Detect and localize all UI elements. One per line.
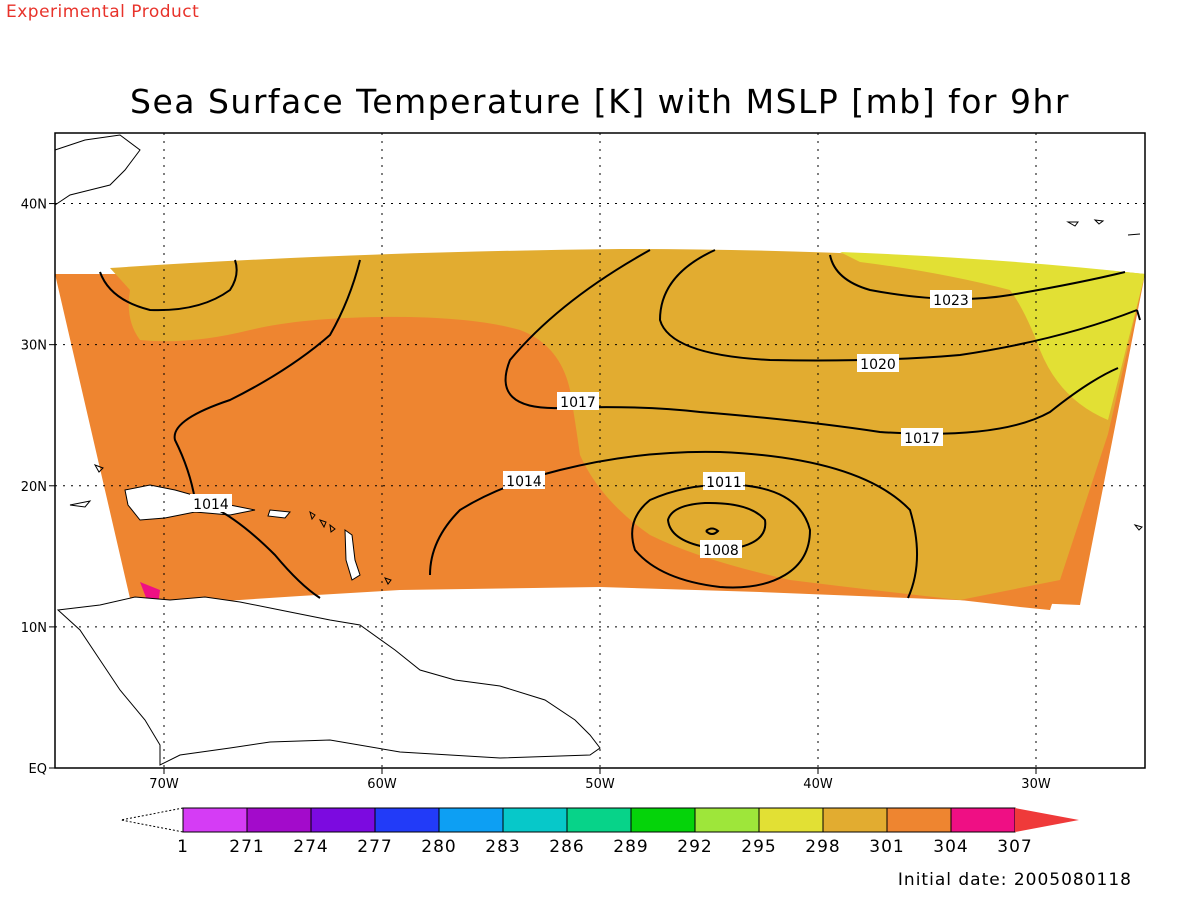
contour-1026: [99, 259, 238, 312]
colorbar-label: 280: [421, 837, 456, 857]
contour-label-1014-west: 1014: [193, 497, 229, 513]
contour-label-1014-central: 1014: [506, 474, 542, 490]
contour-labels: 1023 1020 1017 1017 1014 1014 1011 1008: [190, 290, 972, 559]
colorbar-over-arrow: [1015, 808, 1079, 832]
colorbar-swatch: [246, 807, 312, 833]
colorbar-label: 298: [805, 837, 840, 857]
experimental-product-banner: Experimental Product: [6, 2, 200, 22]
lat-tick-label: 30N: [21, 339, 47, 354]
contour-label-1008: 1008: [703, 543, 739, 559]
colorbar-label: 1: [177, 837, 189, 857]
lon-tick-label: 60W: [367, 777, 397, 792]
coast-south-america: [56, 596, 601, 766]
colorbar-swatch: [822, 807, 888, 833]
lon-tick-label: 40W: [803, 777, 833, 792]
contour-1020: [658, 249, 1138, 362]
colorbar-swatch: [758, 807, 824, 833]
lat-tick-label: 20N: [21, 480, 47, 495]
colorbar-label: 277: [357, 837, 392, 857]
coast-lesser-antilles: [344, 529, 361, 581]
colorbar-label: 271: [229, 837, 264, 857]
colorbar-label: 283: [485, 837, 520, 857]
lat-tick-label: EQ: [29, 762, 47, 777]
lon-tick-label: 50W: [585, 777, 615, 792]
contour-label-1017-west: 1017: [560, 395, 596, 411]
contour-label-1011: 1011: [706, 475, 742, 491]
colorbar-swatch: [950, 807, 1016, 833]
colorbar-label: 289: [613, 837, 648, 857]
colorbar-under-arrow: [120, 807, 184, 833]
colorbar-label: 286: [549, 837, 584, 857]
colorbar-label: 307: [997, 837, 1032, 857]
colorbar-swatch: [694, 807, 760, 833]
map-axes: 70W 60W 50W 40W 30W EQ 10N 20N 30N 40N: [21, 198, 1051, 792]
colorbar-label: 301: [869, 837, 904, 857]
small-islands: [69, 219, 1143, 585]
sst-region-304-east: [960, 580, 1060, 610]
graticule: [55, 133, 1145, 768]
contour-1017-west: [504, 249, 1119, 435]
colorbar-label: 292: [677, 837, 712, 857]
contour-label-1017-east: 1017: [904, 431, 940, 447]
lat-tick-label: 40N: [21, 198, 47, 213]
map-title: Sea Surface Temperature [K] with MSLP [m…: [130, 82, 1070, 121]
colorbar-swatch: [438, 807, 504, 833]
coast-north-america: [54, 134, 141, 206]
contour-1005: [705, 527, 720, 535]
mslp-contours: [99, 249, 1141, 599]
lon-tick-label: 70W: [149, 777, 179, 792]
colorbar-label: 274: [293, 837, 328, 857]
colorbar-swatch: [566, 807, 632, 833]
lon-tick-label: 30W: [1021, 777, 1051, 792]
sst-region-298: [840, 252, 1145, 420]
colorbar-label: 304: [933, 837, 968, 857]
colorbar-swatch: [630, 807, 696, 833]
colorbar: 1 271 274 277 280 283 286 289 292 295 298 301 304 307: [120, 807, 1079, 857]
contour-label-1020: 1020: [860, 357, 896, 373]
contour-1014-west: [173, 259, 361, 599]
lat-tick-label: 10N: [21, 621, 47, 636]
colorbar-swatch: [886, 807, 952, 833]
contour-1023-bay: [1136, 309, 1141, 321]
colorbar-swatch: [374, 807, 440, 833]
contour-1014-central: [429, 450, 918, 599]
colorbar-swatch: [502, 807, 568, 833]
sst-region-301: [110, 249, 1145, 600]
colorbar-swatch: [310, 807, 376, 833]
coast-puerto-rico: [267, 509, 291, 519]
colorbar-swatch: [182, 807, 248, 833]
contour-label-1023: 1023: [933, 293, 969, 309]
colorbar-label: 295: [741, 837, 776, 857]
initial-date: Initial date: 2005080118: [897, 870, 1132, 890]
